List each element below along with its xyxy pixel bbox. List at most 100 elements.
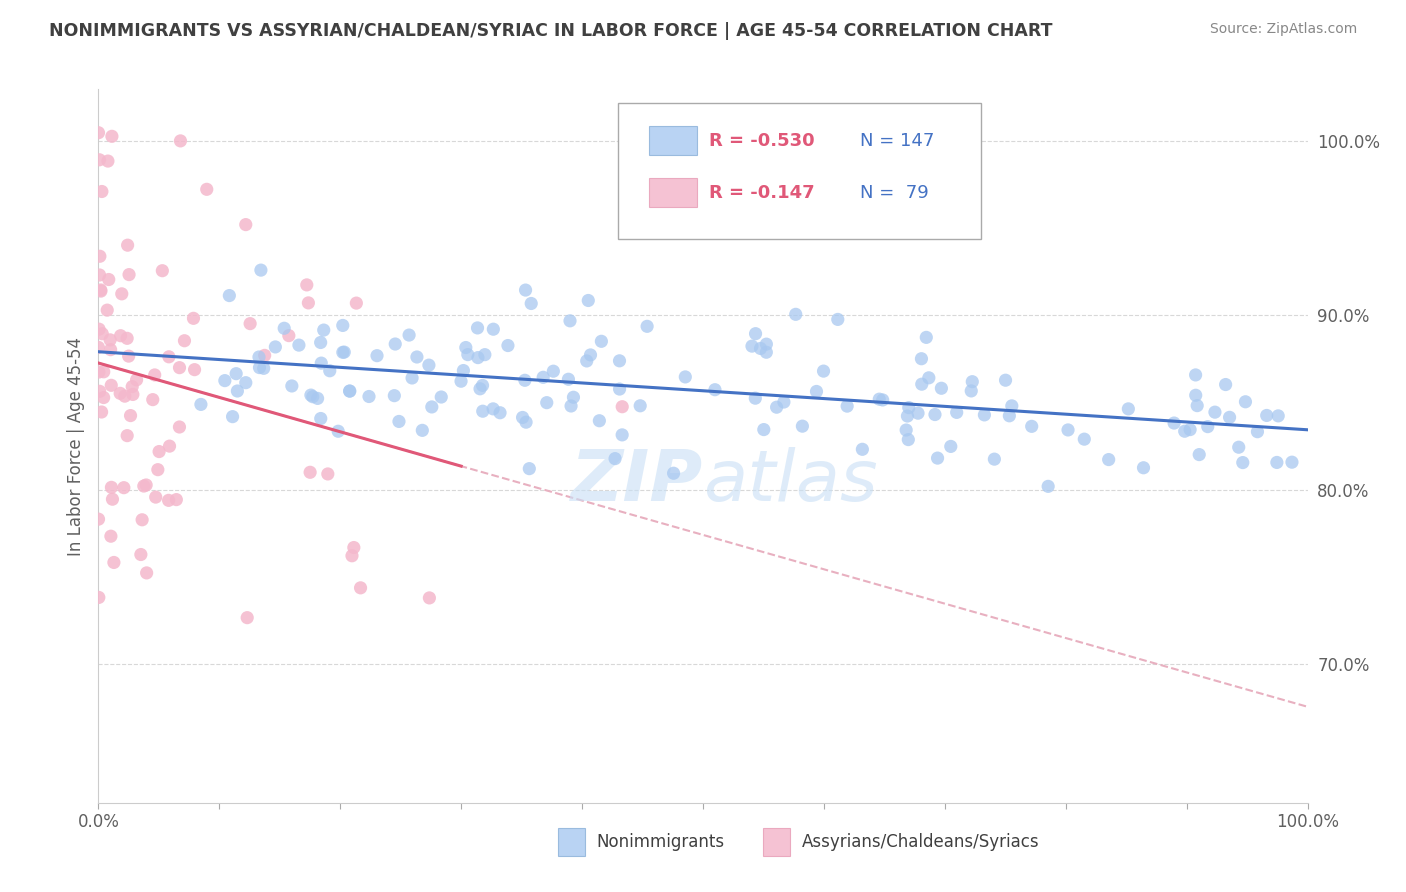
Point xyxy=(517,461,540,475)
Point xyxy=(146,463,169,477)
Point xyxy=(190,397,212,411)
Point xyxy=(896,409,918,423)
Point xyxy=(226,384,249,398)
Point xyxy=(741,339,763,353)
Point xyxy=(915,330,938,344)
Point xyxy=(471,378,494,392)
Point xyxy=(169,420,191,434)
Point xyxy=(515,415,537,429)
Point xyxy=(87,591,110,605)
Point xyxy=(332,318,354,333)
Point xyxy=(939,439,962,453)
Point xyxy=(142,392,165,407)
Point xyxy=(752,423,775,437)
FancyBboxPatch shape xyxy=(648,127,697,155)
Text: Nonimmigrants: Nonimmigrants xyxy=(596,833,724,851)
Point xyxy=(165,492,187,507)
Point xyxy=(101,129,124,144)
Point xyxy=(591,334,613,349)
Point xyxy=(1267,409,1289,423)
Point xyxy=(89,384,111,399)
Point xyxy=(159,439,181,453)
Point xyxy=(100,378,122,392)
Point xyxy=(295,277,318,292)
FancyBboxPatch shape xyxy=(648,178,697,207)
Point xyxy=(1021,419,1043,434)
Point xyxy=(307,392,329,406)
Point xyxy=(1227,440,1250,454)
Point xyxy=(129,548,152,562)
Point xyxy=(897,401,920,415)
Point xyxy=(911,377,934,392)
Point xyxy=(328,424,350,438)
Point xyxy=(513,373,536,387)
Point xyxy=(837,399,859,413)
Point xyxy=(108,386,131,401)
Point xyxy=(157,493,180,508)
Point xyxy=(169,134,191,148)
Text: N = 147: N = 147 xyxy=(860,132,935,150)
Point xyxy=(1215,377,1237,392)
Point xyxy=(366,349,388,363)
Point xyxy=(382,389,405,403)
Point xyxy=(316,467,339,481)
Point xyxy=(89,268,111,282)
Point xyxy=(773,395,796,409)
Point xyxy=(333,345,356,359)
Point xyxy=(311,356,333,370)
Point xyxy=(281,379,304,393)
Point xyxy=(249,360,271,375)
Point xyxy=(309,335,332,350)
Point xyxy=(90,284,112,298)
Point xyxy=(765,401,787,415)
Point xyxy=(111,286,134,301)
Point xyxy=(401,371,423,385)
Point xyxy=(1185,399,1208,413)
Point xyxy=(388,414,411,428)
Point xyxy=(87,322,110,336)
Point xyxy=(1246,425,1268,439)
Point xyxy=(173,334,195,348)
Point xyxy=(117,238,139,252)
Point xyxy=(1118,401,1140,416)
Point xyxy=(157,350,180,364)
Point xyxy=(253,361,276,376)
Point xyxy=(319,364,342,378)
Point xyxy=(603,451,626,466)
Point xyxy=(340,549,363,563)
Point xyxy=(89,153,111,167)
Point xyxy=(512,410,534,425)
Point xyxy=(115,428,138,442)
Point xyxy=(704,383,727,397)
Point xyxy=(918,371,941,385)
Point xyxy=(357,390,380,404)
Point xyxy=(221,409,243,424)
Point xyxy=(868,392,890,407)
Point xyxy=(214,374,236,388)
Point xyxy=(813,364,835,378)
Point xyxy=(309,411,332,425)
Point xyxy=(457,348,479,362)
Point xyxy=(609,354,631,368)
Point xyxy=(253,348,276,362)
Point xyxy=(1188,448,1211,462)
Point xyxy=(114,389,136,403)
Point xyxy=(93,365,115,379)
Point xyxy=(264,340,287,354)
Point xyxy=(557,372,579,386)
Text: N =  79: N = 79 xyxy=(860,184,929,202)
Point xyxy=(1234,394,1257,409)
Point xyxy=(827,312,849,326)
Point xyxy=(998,409,1021,423)
Point xyxy=(183,311,205,326)
Point xyxy=(110,328,132,343)
Point xyxy=(924,408,946,422)
Point xyxy=(87,126,110,140)
Point xyxy=(960,384,983,398)
Point xyxy=(225,367,247,381)
Point xyxy=(628,399,651,413)
Point xyxy=(135,566,157,580)
Point xyxy=(103,556,125,570)
Point xyxy=(100,343,122,357)
Point xyxy=(471,404,494,418)
